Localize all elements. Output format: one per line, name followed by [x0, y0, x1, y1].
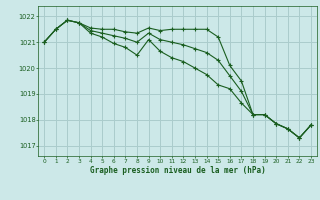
X-axis label: Graphe pression niveau de la mer (hPa): Graphe pression niveau de la mer (hPa): [90, 166, 266, 175]
